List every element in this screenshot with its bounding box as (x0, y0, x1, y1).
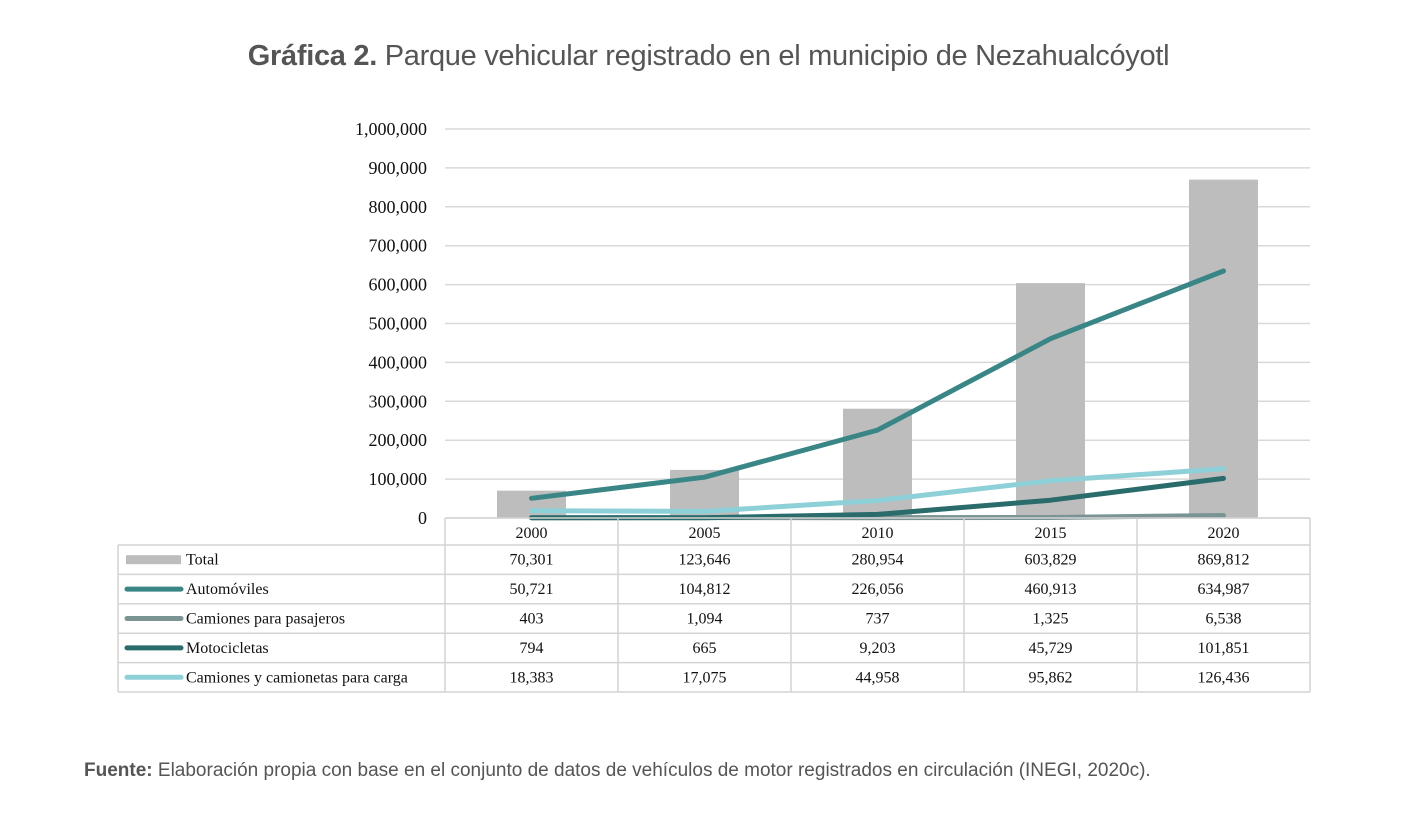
data-label: 226,056 (852, 581, 904, 598)
data-label: 45,729 (1029, 640, 1073, 657)
legend-label: Camiones y camionetas para carga (186, 669, 408, 686)
x-tick-label: 2005 (689, 525, 721, 542)
data-label: 1,325 (1033, 611, 1069, 628)
x-tick-label: 2010 (862, 525, 894, 542)
data-label: 280,954 (852, 552, 904, 569)
data-label: 70,301 (510, 552, 554, 569)
legend-label: Motocicletas (186, 640, 269, 657)
chart-title: Gráfica 2. Parque vehicular registrado e… (0, 40, 1417, 73)
data-label: 869,812 (1198, 552, 1250, 569)
x-tick-label: 2000 (516, 525, 548, 542)
bars (497, 179, 1258, 518)
chart-title-prefix: Gráfica 2. (247, 40, 377, 72)
data-label: 126,436 (1198, 669, 1250, 686)
y-tick-label: 400,000 (369, 352, 428, 372)
data-label: 101,851 (1198, 640, 1250, 657)
data-label: 50,721 (510, 581, 554, 598)
y-tick-label: 900,000 (369, 158, 428, 178)
data-label: 95,862 (1029, 669, 1073, 686)
data-label: 9,203 (860, 640, 896, 657)
gridlines (445, 128, 1310, 519)
y-axis-ticks: 0 100,000 200,000 300,000 400,000 500,000 600,… (355, 119, 427, 528)
x-tick-label: 2020 (1208, 525, 1240, 542)
series-line (529, 268, 1226, 501)
source-note: Fuente: Elaboración propia con base en e… (84, 760, 1151, 782)
x-tick-label: 2015 (1035, 525, 1067, 542)
series-line (529, 466, 1226, 514)
data-label: 6,538 (1206, 611, 1242, 628)
data-label: 460,913 (1025, 581, 1077, 598)
source-text: Elaboración propia con base en el conjun… (157, 760, 1151, 781)
data-label: 794 (520, 640, 544, 657)
data-table: 2000 2005 2010 2015 2020 Total 70,301 123,646 28… (117, 517, 1311, 693)
y-tick-label: 800,000 (369, 197, 428, 217)
y-tick-label: 200,000 (369, 430, 428, 450)
y-tick-label: 1,000,000 (355, 119, 427, 139)
data-label: 44,958 (856, 669, 900, 686)
data-label: 665 (693, 640, 717, 657)
data-label: 18,383 (510, 669, 554, 686)
y-tick-label: 700,000 (369, 236, 428, 256)
data-label: 603,829 (1025, 552, 1077, 569)
source-prefix: Fuente: (84, 760, 153, 781)
y-tick-label: 300,000 (369, 391, 428, 411)
data-label: 1,094 (687, 611, 723, 628)
legend-key-bar (126, 555, 181, 565)
chart-title-text: Parque vehicular registrado en el munici… (384, 40, 1170, 72)
data-label: 403 (520, 611, 544, 628)
legend-label: Total (186, 552, 219, 569)
data-label: 123,646 (679, 552, 731, 569)
data-label: 17,075 (683, 669, 727, 686)
data-label: 634,987 (1198, 581, 1250, 598)
data-label: 104,812 (679, 581, 731, 598)
y-tick-label: 100,000 (369, 469, 428, 489)
data-label: 737 (866, 611, 890, 628)
bar-total (1189, 179, 1258, 518)
legend-label: Automóviles (186, 581, 269, 598)
legend-label: Camiones para pasajeros (186, 611, 345, 628)
y-tick-label: 600,000 (369, 275, 428, 295)
y-tick-label: 500,000 (369, 314, 428, 334)
y-tick-label: 0 (418, 508, 427, 528)
